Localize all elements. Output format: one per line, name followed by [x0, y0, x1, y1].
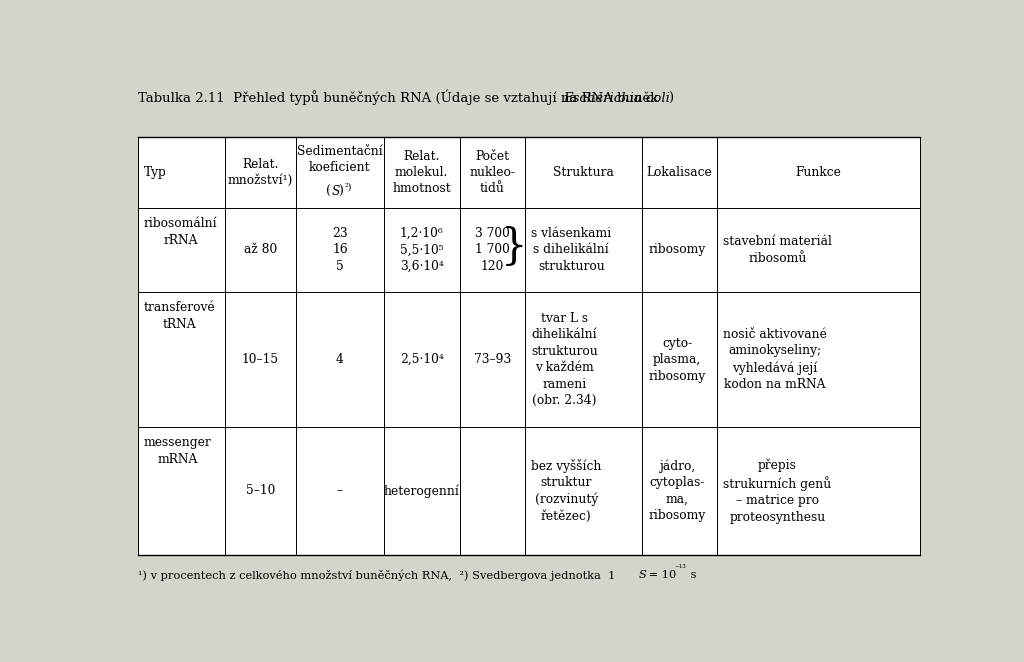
Text: heterogenní: heterogenní	[384, 484, 460, 498]
Text: 73–93: 73–93	[474, 353, 511, 366]
Text: Sedimentační
koeficient: Sedimentační koeficient	[297, 145, 383, 174]
Text: Relat.
množství¹): Relat. množství¹)	[228, 158, 293, 187]
Text: 2,5·10⁴: 2,5·10⁴	[399, 353, 443, 366]
Text: –: –	[337, 485, 343, 497]
Text: 3 700
1 700
120: 3 700 1 700 120	[475, 227, 510, 273]
Text: 23
16
5: 23 16 5	[332, 227, 348, 273]
Text: s: s	[687, 570, 696, 580]
Text: Počet
nukleo-
tidů: Počet nukleo- tidů	[469, 150, 515, 195]
Text: Tabulka 2.11  Přehled typů buněčných RNA (Údaje se vztahují na RNA buněk: Tabulka 2.11 Přehled typů buněčných RNA …	[137, 90, 663, 105]
Text: Struktura: Struktura	[553, 166, 614, 179]
Text: přepis
strukurních genů
– matrice pro
proteosynthesu: přepis strukurních genů – matrice pro pr…	[723, 458, 831, 524]
Text: Lokalisace: Lokalisace	[647, 166, 713, 179]
Text: bez vyšších
struktur
(rozvinutý
řetězec): bez vyšších struktur (rozvinutý řetězec)	[531, 459, 601, 523]
Text: až 80: až 80	[244, 244, 278, 256]
Text: nosič aktivované
aminokyseliny;
vyhledává její
kodon na mRNA: nosič aktivované aminokyseliny; vyhledáv…	[723, 328, 827, 391]
Text: stavební materiál
ribosomů: stavební materiál ribosomů	[723, 235, 833, 265]
Text: 5–10: 5–10	[246, 485, 275, 497]
Bar	[137, 136, 920, 555]
Text: ¹) v procentech z celkového množství buněčných RNA,  ²) Svedbergova jednotka  1: ¹) v procentech z celkového množství bun…	[137, 569, 614, 581]
Text: ): )	[338, 185, 343, 198]
Text: ribosomy: ribosomy	[648, 244, 706, 256]
Text: s vlásenkami
s dihelikální
strukturou: s vlásenkami s dihelikální strukturou	[531, 227, 611, 273]
Text: S: S	[332, 185, 340, 198]
Text: messenger
mRNA: messenger mRNA	[143, 436, 212, 466]
Text: Typ: Typ	[143, 166, 167, 179]
Text: tvar L s
dihelikální
strukturou
v každém
rameni
(obr. 2.34): tvar L s dihelikální strukturou v každém…	[531, 312, 598, 407]
Text: ): )	[668, 93, 673, 105]
Text: cyto-
plasma,
ribosomy: cyto- plasma, ribosomy	[648, 336, 706, 383]
Text: ribosomální
rRNA: ribosomální rRNA	[143, 217, 217, 246]
Text: transferové
tRNA: transferové tRNA	[143, 301, 215, 331]
Text: = 10: = 10	[645, 570, 677, 580]
Text: 1,2·10⁶
5,5·10⁵
3,6·10⁴: 1,2·10⁶ 5,5·10⁵ 3,6·10⁴	[399, 227, 443, 273]
Text: }: }	[501, 226, 527, 268]
Text: Funkce: Funkce	[796, 166, 842, 179]
Text: 10–15: 10–15	[242, 353, 280, 366]
Text: 4: 4	[336, 353, 344, 366]
Text: (: (	[326, 185, 331, 198]
Text: ⁻¹³: ⁻¹³	[674, 564, 686, 573]
Text: jádro,
cytoplas-
ma,
ribosomy: jádro, cytoplas- ma, ribosomy	[648, 459, 706, 522]
Text: Escherichia coli: Escherichia coli	[563, 93, 670, 105]
Text: Relat.
molekul.
hmotnost: Relat. molekul. hmotnost	[392, 150, 451, 195]
Text: ²): ²)	[345, 183, 352, 192]
Text: S: S	[639, 570, 647, 580]
